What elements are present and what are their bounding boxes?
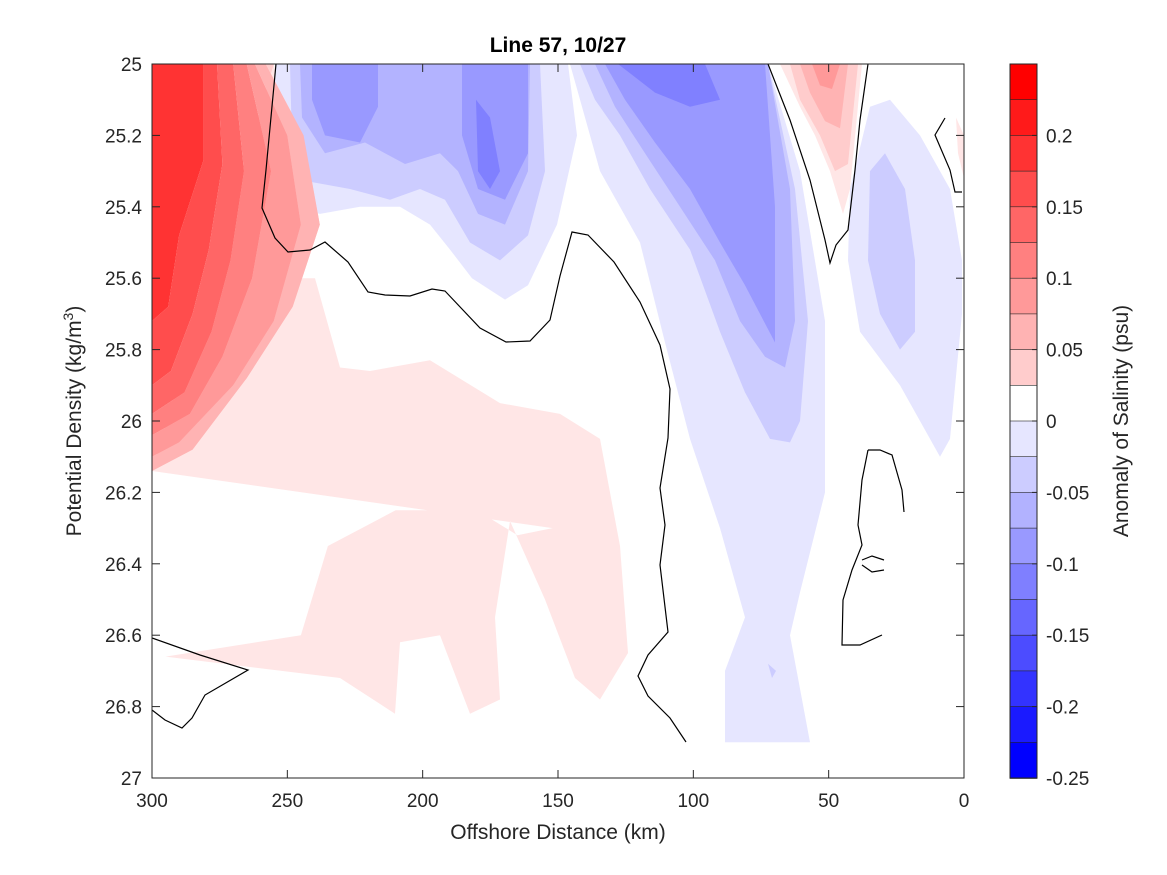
y-axis-ticks: 25 25.2 25.4 25.6 25.8 26 26.2 26.4 26.6 26.8 27 [105,55,964,790]
contour-region-26 [152,64,204,321]
x-axis-label: Offshore Distance (km) [450,821,666,844]
zero-contour-line-3 [934,117,962,193]
x-axis-ticks: 300 250 200 150 100 50 0 [136,64,969,812]
zero-contour-line-5 [841,449,883,646]
contour-region-5 [956,117,964,179]
contour-region-12 [152,64,320,471]
zero-contour-line-4 [868,449,905,513]
zero-contour-line-7 [861,564,885,573]
y-tick-label: 27 [121,769,142,790]
y-tick-label: 26 [121,412,142,433]
x-tick-label: 300 [136,791,168,812]
y-tick-label: 25 [121,55,142,76]
colorbar-tick-label: 0.05 [1046,341,1083,362]
contour-region-23 [618,64,720,107]
x-tick-label: 150 [542,791,574,812]
contour-region-22 [476,99,500,189]
x-tick-label: 0 [959,791,970,812]
colorbar-band [1009,706,1038,744]
colorbar-band [1009,670,1038,708]
contour-region-11 [768,663,776,678]
colorbar-band [1009,206,1038,244]
colorbar-band [1009,63,1038,101]
x-tick-label: 250 [271,791,303,812]
zero-contour-line-6 [861,555,885,561]
x-tick-label: 200 [407,791,439,812]
y-tick-label: 26.4 [105,555,142,576]
colorbar-band [1009,277,1038,315]
colorbar-band [1009,384,1038,422]
contour-region-20 [812,64,840,89]
colorbar-tick-label: 0.1 [1046,269,1072,290]
y-tick-label: 25.6 [105,269,142,290]
colorbar-tick-label: 0 [1046,412,1057,433]
y-axis-label-tail: ) [63,306,86,313]
colorbar-band [1009,99,1038,137]
colorbar-band [1009,492,1038,529]
colorbar-band [1009,456,1038,494]
colorbar-band [1009,527,1038,565]
colorbar-band [1009,634,1038,672]
zero-contour-layer [152,64,962,743]
plot-area [152,64,964,778]
chart-title: Line 57, 10/27 [490,34,627,57]
colorbar-band [1009,170,1038,208]
contour-fill-layer [152,64,964,743]
colorbar-band [1009,135,1038,172]
contour-region-24 [152,64,244,414]
colorbar-tick-label: -0.1 [1046,555,1079,576]
y-tick-label: 25.2 [105,126,142,147]
colorbar-ticks: 0.2 0.15 0.1 0.05 0 -0.05 -0.1 -0.15 -0.2 -0.25 [1032,126,1089,790]
y-tick-label: 26.8 [105,698,142,719]
y-tick-label: 25.8 [105,341,142,362]
contour-region-21 [152,64,272,436]
colorbar-tick-label: -0.05 [1046,483,1089,504]
y-axis-label-superscript: 3 [60,312,76,320]
zero-contour-line-0 [261,64,687,743]
y-tick-label: 26.6 [105,626,142,647]
contour-region-17 [312,64,378,143]
colorbar-band [1009,313,1038,351]
colorbar-band [1009,420,1038,458]
y-axis-label-main: Potential Density (kg/m [63,320,86,536]
colorbar-tick-label: -0.15 [1046,626,1089,647]
y-tick-label: 26.2 [105,483,142,504]
zero-contour-line-2 [152,637,250,729]
contour-region-15 [800,64,848,129]
colorbar-tick-label: -0.25 [1046,769,1089,790]
colorbar-band [1009,349,1038,387]
contour-region-19 [605,64,775,343]
colorbar-tick-label: 0.2 [1046,126,1072,147]
contour-region-0 [152,64,628,714]
y-axis-label: Potential Density (kg/m3) [60,306,86,537]
colorbar-label: Anomaly of Salinity (psu) [1110,305,1133,537]
contour-region-25 [152,64,223,386]
y-tick-label: 25.4 [105,198,142,219]
colorbar-band [1009,599,1038,637]
x-tick-label: 50 [818,791,839,812]
colorbar-tick-label: -0.2 [1046,698,1079,719]
contour-region-9 [868,153,915,350]
colorbar-tick-label: 0.15 [1046,198,1083,219]
colorbar-band [1009,242,1038,280]
x-tick-label: 100 [677,791,709,812]
colorbar-band [1009,741,1038,779]
contour-region-16 [152,64,301,457]
zero-contour-line-1 [767,64,869,266]
colorbar [1009,63,1038,779]
colorbar-band [1009,563,1038,601]
